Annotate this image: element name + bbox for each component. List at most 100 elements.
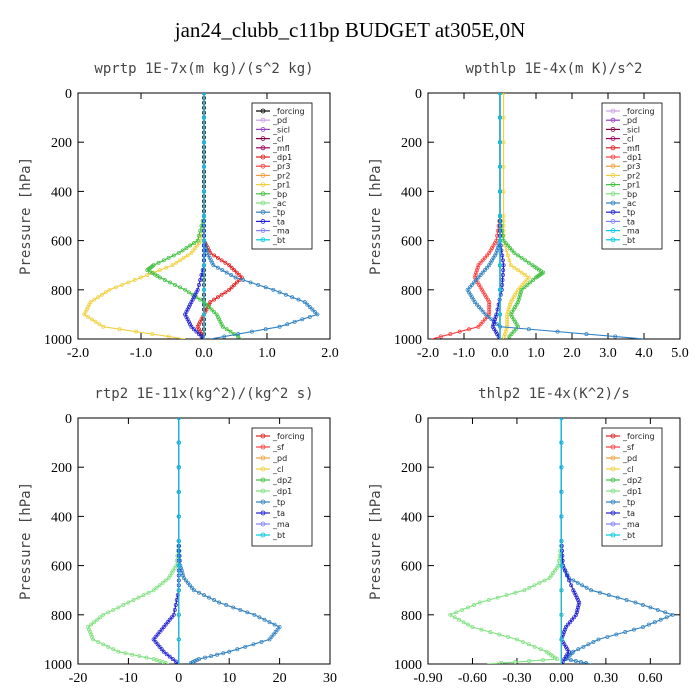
series-point [467,327,471,332]
series-point [520,282,525,287]
series-point [487,309,492,314]
series-point [168,280,172,285]
series-point [132,278,137,282]
series-point [591,639,596,644]
series-point [519,287,524,292]
series-point [519,255,524,260]
series-point [155,632,160,637]
legend-entry: _ta [272,217,285,226]
series-point [487,312,492,317]
series-point [518,292,523,297]
series-point [505,309,510,314]
y-tick-label: 1000 [44,658,72,673]
series-point [305,302,310,307]
series-point [565,622,570,627]
series-point [655,607,660,612]
series-point [500,282,505,287]
series-point [495,595,500,600]
series-point [166,575,171,580]
legend-box [251,427,313,547]
series-line-ta [152,418,180,664]
series-point [153,639,158,644]
series-point [562,630,567,634]
series-point [615,595,620,600]
series-point [209,654,214,659]
series-point [171,253,176,258]
series-point [170,263,175,268]
series-point [101,324,106,329]
series-point [191,241,196,246]
series-point [505,317,510,322]
legend-entry: _forcing [272,432,305,441]
series-point [187,583,192,588]
series-point [262,617,267,622]
y-tick-label: 400 [401,185,422,200]
series-point [116,649,121,654]
legend-entry: _tp [622,208,635,217]
series-point [181,575,186,580]
series-point [466,605,470,610]
series-point [151,588,156,593]
series-point [559,489,564,494]
series-point [154,585,159,590]
legend-marker [610,218,616,224]
series-point [528,280,533,285]
legend-marker [260,455,266,461]
legend-entry: _ta [622,509,635,518]
y-tick-label: 200 [401,461,422,476]
series-point [203,655,207,660]
series-point [522,588,527,593]
series-point [531,278,536,282]
legend-marker [260,172,266,178]
series-point [236,334,240,339]
series-point [648,605,653,610]
legend-marker [260,209,266,215]
legend-entry: _ta [272,509,285,518]
series-point [503,329,508,334]
series-point [151,637,156,642]
legend-marker [260,510,266,516]
series-point [202,263,206,268]
legend-entry: _ma [622,520,640,529]
legend-marker [260,191,266,197]
series-point [498,292,503,297]
series-point [454,610,459,615]
x-tick-label: -1.0 [453,346,475,361]
legend-entry: _cl [622,465,634,474]
series-point [498,238,502,243]
series-point [510,248,515,253]
x-tick-label: 10 [222,671,236,686]
series-point [497,632,502,637]
series-point [613,334,618,339]
series-point [633,600,638,605]
legend-marker [610,237,616,243]
series-point [504,593,509,598]
legend-marker [610,510,616,516]
series-point [198,278,203,282]
series-point [577,600,582,605]
series-point [466,622,470,627]
series-point [160,580,165,585]
series-point [89,632,94,637]
legend-marker [260,237,266,243]
series-point [568,658,573,663]
legend-entry: _pr2 [622,171,640,180]
series-point [498,115,502,120]
series-point [573,659,578,663]
legend-marker [260,126,266,132]
series-point [93,319,98,324]
plot-frame [427,417,681,665]
series-point [212,297,217,302]
series-point [101,612,106,617]
series-point [499,661,504,664]
series-point [491,322,496,327]
series-point [504,248,509,253]
series-point [231,605,236,610]
legend-entry: _pd [622,454,637,463]
series-point [207,305,211,309]
series-point [501,214,506,218]
series-point [480,258,485,263]
y-tick-label: 0 [65,87,72,102]
x-tick-label: 0.0 [195,346,213,361]
series-point [176,637,181,642]
